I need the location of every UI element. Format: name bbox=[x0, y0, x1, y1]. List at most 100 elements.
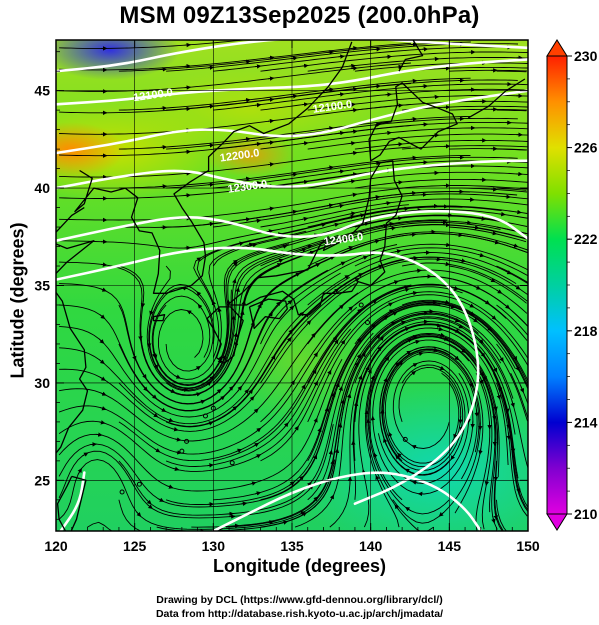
credit-drawing: Drawing by DCL (https://www.gfd-dennou.o… bbox=[156, 594, 443, 606]
streamline-arrow bbox=[432, 347, 439, 353]
streamline-arrow bbox=[138, 332, 143, 341]
streamline-arrow bbox=[392, 280, 399, 285]
streamline-arrow bbox=[254, 141, 262, 147]
streamline-arrow bbox=[411, 480, 419, 485]
streamline-arrow bbox=[442, 336, 449, 341]
streamline-arrow bbox=[207, 143, 215, 148]
streamline-arrow bbox=[335, 382, 340, 390]
streamline bbox=[354, 300, 528, 385]
streamline-arrow bbox=[267, 76, 275, 81]
streamline-arrow bbox=[99, 314, 106, 320]
x-tick-label: 130 bbox=[202, 538, 226, 554]
streamline-arrow bbox=[417, 351, 424, 357]
streamline-arrow bbox=[375, 475, 380, 483]
streamline bbox=[307, 269, 528, 345]
streamline-arrow bbox=[516, 485, 521, 494]
streamline-arrow bbox=[228, 385, 234, 392]
height-contour bbox=[56, 209, 528, 242]
streamline-arrow bbox=[413, 339, 421, 345]
streamline-arrow bbox=[371, 299, 378, 304]
streamline-arrow bbox=[486, 326, 493, 332]
streamline-arrow bbox=[504, 194, 511, 199]
streamline-arrow bbox=[207, 104, 215, 109]
streamline-arrow bbox=[338, 386, 343, 394]
streamline-arrow bbox=[332, 335, 338, 342]
x-axis-label: Longitude (degrees) bbox=[212, 556, 386, 576]
streamline-arrow bbox=[474, 285, 481, 290]
streamline-arrow bbox=[248, 389, 254, 396]
streamline-arrow bbox=[386, 302, 394, 307]
streamline-arrow bbox=[167, 484, 174, 489]
streamline-arrow bbox=[100, 406, 107, 411]
streamline-arrow bbox=[489, 278, 496, 283]
streamline-arrow bbox=[232, 278, 237, 287]
streamline-arrow bbox=[395, 249, 402, 254]
streamline-arrow bbox=[349, 211, 356, 216]
streamline-arrow bbox=[235, 287, 240, 295]
streamline-arrow bbox=[306, 320, 312, 326]
streamline-arrow bbox=[327, 126, 334, 131]
streamline-arrow bbox=[99, 376, 106, 381]
streamline bbox=[496, 148, 527, 151]
streamline bbox=[354, 62, 528, 72]
streamline-arrow bbox=[358, 374, 363, 383]
streamline-arrow bbox=[484, 478, 490, 486]
streamline-arrow bbox=[324, 406, 329, 415]
streamline-arrow bbox=[267, 206, 275, 211]
coastline bbox=[152, 314, 166, 322]
streamline-arrow bbox=[394, 504, 400, 511]
island bbox=[136, 481, 142, 487]
streamline-arrow bbox=[353, 277, 360, 283]
streamline-arrow bbox=[244, 388, 249, 395]
streamline-arrow bbox=[327, 87, 334, 92]
streamline-arrow bbox=[184, 85, 192, 90]
height-contour bbox=[56, 159, 528, 190]
y-tick-label: 40 bbox=[34, 180, 50, 196]
streamline-arrow bbox=[354, 361, 359, 369]
streamline-arrow bbox=[338, 169, 345, 174]
streamline-arrow bbox=[304, 312, 310, 319]
streamline-arrow bbox=[337, 422, 343, 431]
island bbox=[119, 489, 125, 495]
streamline-arrow bbox=[395, 454, 401, 461]
height-contour bbox=[59, 471, 86, 531]
streamline-arrow bbox=[312, 369, 317, 376]
streamline-arrow bbox=[490, 230, 498, 236]
streamline-arrow bbox=[147, 504, 153, 510]
streamline-arrow bbox=[382, 315, 389, 321]
streamline bbox=[307, 133, 528, 150]
streamline-arrow bbox=[152, 412, 159, 418]
streamline bbox=[307, 205, 528, 228]
streamline-arrow bbox=[302, 141, 309, 146]
streamline-arrow bbox=[194, 365, 201, 371]
streamline-arrow bbox=[301, 216, 309, 222]
streamline bbox=[307, 231, 528, 267]
streamline-arrow bbox=[333, 339, 339, 346]
y-axis-label: Latitude (degrees) bbox=[7, 222, 28, 379]
streamline-arrow bbox=[357, 231, 365, 236]
streamline-arrow bbox=[207, 463, 214, 468]
streamline-arrow bbox=[302, 179, 309, 185]
streamline-arrow bbox=[465, 220, 472, 225]
streamline-arrow bbox=[158, 497, 165, 502]
streamline-arrow bbox=[385, 130, 392, 136]
streamline bbox=[118, 499, 142, 531]
streamline-arrow bbox=[453, 431, 458, 439]
streamline-arrow bbox=[389, 226, 397, 231]
island bbox=[184, 438, 190, 444]
streamline-arrow bbox=[396, 142, 404, 147]
streamline-arrow bbox=[338, 304, 344, 310]
streamline-arrow bbox=[317, 427, 322, 435]
streamline-arrow bbox=[385, 54, 392, 60]
streamline-arrow bbox=[240, 501, 248, 506]
coastline bbox=[227, 160, 403, 316]
coastline bbox=[56, 207, 95, 455]
streamline-arrow bbox=[387, 221, 395, 227]
height-contour bbox=[56, 246, 480, 506]
streamline-arrow bbox=[361, 255, 368, 260]
streamline-arrow bbox=[405, 506, 411, 512]
streamline-arrow bbox=[515, 364, 520, 372]
streamline bbox=[496, 304, 528, 337]
streamline-arrow bbox=[194, 392, 202, 397]
streamline-arrow bbox=[510, 400, 515, 408]
